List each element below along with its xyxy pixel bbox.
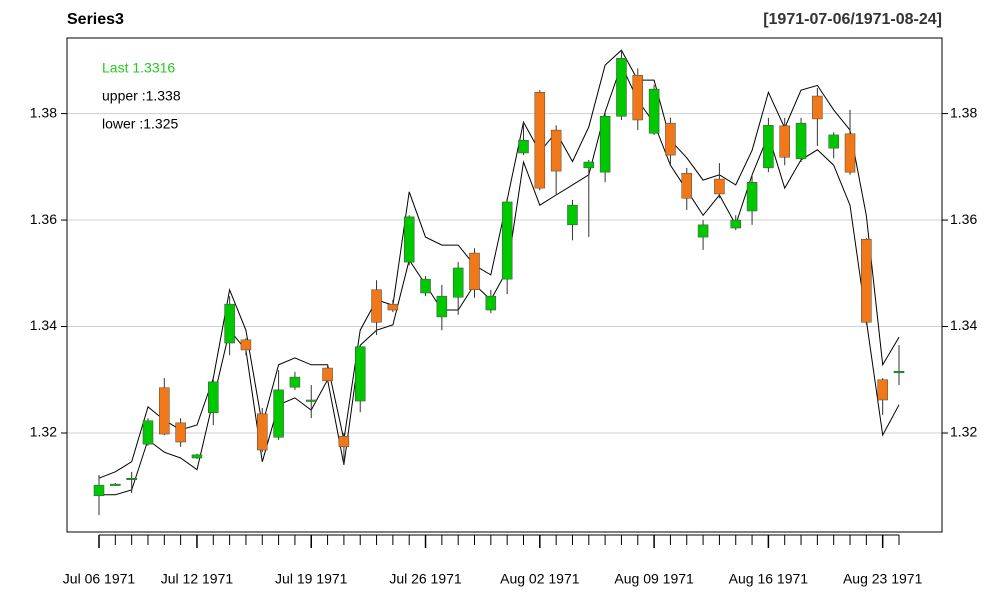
candle-body <box>387 303 399 311</box>
legend-entry: upper :1.338 <box>102 88 181 104</box>
candle-body <box>616 57 627 117</box>
candle-body <box>257 413 268 451</box>
y-tick-label: 1.32 <box>30 424 57 440</box>
y2-tick-label: 1.32 <box>950 424 977 440</box>
y-tick-label: 1.34 <box>30 317 57 333</box>
candle-body <box>485 295 497 311</box>
date-range: [1971-07-06/1971-08-24] <box>763 11 942 28</box>
candle-body <box>403 216 415 263</box>
chart-title: Series3 <box>67 11 124 28</box>
candle-body <box>583 161 595 169</box>
candle-body <box>175 422 186 443</box>
candle-body <box>126 477 137 480</box>
candle-body <box>567 204 578 226</box>
candle-body <box>289 376 301 388</box>
plot-border <box>66 37 943 533</box>
candle-body <box>665 122 676 156</box>
x-tick-label: Aug 16 1971 <box>729 571 809 587</box>
x-tick-label: Jul 06 1971 <box>63 571 136 587</box>
candle-body <box>305 399 317 402</box>
x-tick-label: Aug 02 1971 <box>500 571 580 587</box>
candle-body <box>714 178 725 195</box>
y2-tick-label: 1.34 <box>950 317 977 333</box>
candle-body <box>861 238 872 323</box>
candle-body <box>681 172 693 199</box>
candle-body <box>436 295 448 318</box>
candle-body <box>338 435 350 448</box>
candle-body <box>697 224 709 238</box>
candle-body <box>224 303 235 344</box>
y-tick-label: 1.38 <box>30 104 57 120</box>
x-tick-label: Jul 19 1971 <box>275 571 348 587</box>
candle-body <box>501 201 513 280</box>
candle-body <box>795 122 807 160</box>
candle-body <box>763 125 774 169</box>
candle-body <box>142 420 154 445</box>
candle-body <box>191 454 203 459</box>
candle-body <box>599 116 611 173</box>
candle-body <box>452 267 464 298</box>
candle-body <box>632 75 644 121</box>
candle-body <box>828 134 839 149</box>
candle-body <box>893 370 905 374</box>
candle-body <box>469 252 480 291</box>
candle-body <box>746 182 758 212</box>
y2-tick-label: 1.38 <box>950 104 977 120</box>
upper-band <box>98 49 900 479</box>
candle-body <box>844 133 856 173</box>
candle-body <box>371 289 382 323</box>
x-tick-label: Jul 26 1971 <box>389 571 462 587</box>
candle-body <box>534 92 546 189</box>
x-tick-label: Jul 12 1971 <box>161 571 234 587</box>
candle-body <box>322 367 333 382</box>
legend-entry: lower :1.325 <box>102 116 178 132</box>
candle-body <box>110 483 121 486</box>
candle-body <box>877 379 888 401</box>
candle-body <box>420 278 431 294</box>
x-tick-label: Aug 23 1971 <box>843 571 923 587</box>
candle-body <box>812 95 823 120</box>
candle-body <box>779 125 790 158</box>
candle-body <box>159 387 170 435</box>
candle-body <box>93 484 105 497</box>
candle-body <box>240 339 252 351</box>
x-tick-label: Aug 09 1971 <box>614 571 694 587</box>
candle-body <box>648 88 660 134</box>
candle-body <box>730 219 741 229</box>
candle-body <box>550 129 562 172</box>
candle-body <box>518 139 529 154</box>
y-tick-label: 1.36 <box>30 211 57 227</box>
y2-tick-label: 1.36 <box>950 211 977 227</box>
candle-body <box>354 346 366 402</box>
candle-body <box>208 381 219 414</box>
legend-entry: Last 1.3316 <box>102 60 175 76</box>
candle-body <box>273 389 284 438</box>
